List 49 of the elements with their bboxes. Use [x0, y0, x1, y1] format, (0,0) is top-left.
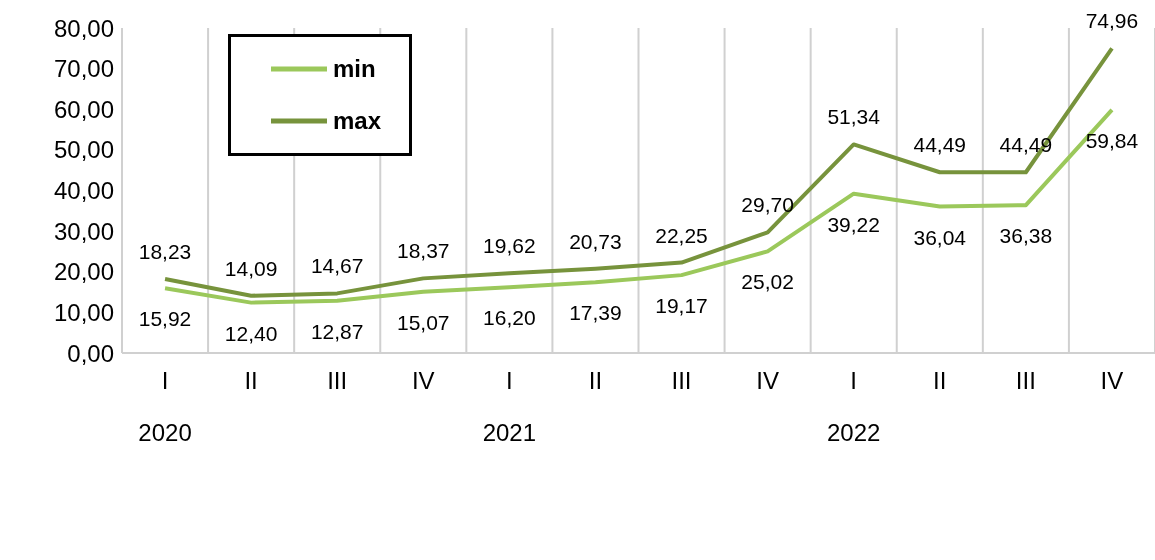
data-label: 74,96 — [1085, 9, 1139, 33]
data-label: 25,02 — [741, 270, 794, 294]
data-label: 19,62 — [483, 234, 536, 258]
text: 2021 — [482, 419, 537, 446]
x-tick-label: IV — [411, 367, 435, 394]
x-tick-label: III — [1015, 367, 1036, 394]
text: 2022 — [827, 419, 881, 446]
y-tick-label: 50,00 — [53, 136, 114, 164]
data-label: 12,87 — [310, 319, 364, 343]
y-tick-label: 10,00 — [53, 298, 114, 326]
data-label: 12,40 — [224, 321, 278, 345]
y-tick-label: 0,00 — [67, 339, 114, 367]
data-label: 14,67 — [310, 254, 364, 278]
y-tick-label: 60,00 — [53, 95, 114, 123]
data-label: 15,07 — [397, 310, 450, 334]
y-tick-label: 30,00 — [53, 217, 114, 245]
data-label: 14,09 — [224, 256, 278, 280]
x-tick-label: I — [850, 367, 858, 394]
data-label: 36,38 — [999, 224, 1053, 248]
data-label: 36,04 — [913, 225, 967, 249]
x-tick-label: III — [327, 367, 348, 394]
y-tick-label: 70,00 — [53, 55, 114, 83]
x-tick-label: II — [244, 367, 258, 394]
y-tick-label: 80,00 — [53, 14, 114, 42]
x-tick-label: IV — [1100, 367, 1124, 394]
data-label: 39,22 — [827, 212, 880, 236]
y-tick-label: 20,00 — [53, 258, 114, 286]
x-tick-label: I — [506, 367, 513, 394]
data-label: 29,70 — [741, 193, 794, 217]
data-label: 59,84 — [1085, 128, 1139, 152]
data-label: 18,23 — [138, 239, 192, 263]
data-label: 20,73 — [569, 229, 622, 253]
x-tick-label: IV — [756, 367, 779, 394]
legend-label: min — [333, 55, 376, 83]
data-label: 44,49 — [913, 133, 967, 157]
data-label: 51,34 — [827, 105, 881, 129]
data-label: 19,17 — [655, 294, 708, 318]
data-label: 22,25 — [655, 223, 708, 247]
x-tick-label: III — [671, 367, 692, 394]
data-label: 16,20 — [483, 306, 536, 330]
x-tick-label: II — [933, 367, 947, 394]
y-tick-label: 40,00 — [53, 177, 114, 205]
x-tick-label: II — [588, 367, 603, 394]
text: 2020 — [138, 419, 192, 446]
legend-label: max — [333, 107, 382, 135]
data-label: 15,92 — [138, 307, 192, 331]
data-label: 18,37 — [397, 239, 450, 263]
x-tick-label: I — [161, 367, 169, 394]
data-label: 17,39 — [569, 301, 622, 325]
